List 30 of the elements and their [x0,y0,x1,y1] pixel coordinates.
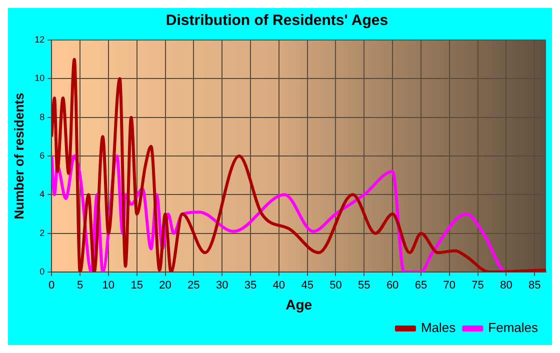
y-tick-label: 10 [34,73,45,84]
x-tick-label: 80 [500,280,512,292]
x-axis-title: Age [286,296,312,312]
y-tick-label: 8 [40,112,45,122]
x-tick-label: 35 [244,280,257,292]
x-tick-label: 70 [443,280,456,292]
x-tick-label: 75 [472,280,484,292]
x-tick-label: 55 [358,280,370,292]
x-tick-label: 60 [386,280,399,292]
x-tick-label: 85 [528,280,541,292]
y-tick-label: 12 [34,34,45,44]
y-tick-label: 6 [40,150,45,160]
x-tick-label: 40 [272,280,286,292]
x-tick-label: 10 [102,280,115,292]
x-tick-label: 5 [76,280,84,292]
legend-label: Males [420,320,456,336]
x-tick-label: 20 [159,280,172,292]
x-tick-label: 15 [130,280,143,292]
y-axis-title: Number of residents [11,92,26,220]
x-tick-label: 30 [216,280,228,292]
legend-label: Females [488,320,538,336]
x-tick-label: 25 [188,280,200,292]
x-tick-label: 45 [301,280,314,292]
x-tick-label: 0 [48,280,55,292]
x-tick-label: 65 [414,280,428,292]
y-tick-label: 0 [40,266,45,276]
x-tick-label: 50 [330,280,342,292]
y-tick-label: 4 [40,189,45,200]
chart-title: Distribution of Residents' Ages [166,12,388,30]
y-tick-label: 2 [40,228,45,238]
